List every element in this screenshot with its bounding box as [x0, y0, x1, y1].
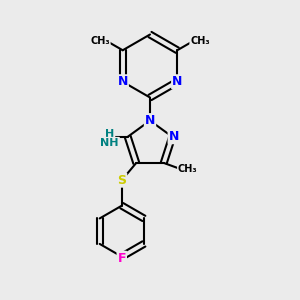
Text: N: N: [172, 75, 182, 88]
Text: S: S: [117, 174, 126, 187]
Text: N: N: [169, 130, 179, 143]
Text: F: F: [118, 252, 126, 265]
Text: NH: NH: [100, 138, 119, 148]
Text: N: N: [118, 75, 128, 88]
Text: N: N: [145, 114, 155, 127]
Text: CH₃: CH₃: [90, 35, 110, 46]
Text: CH₃: CH₃: [178, 164, 197, 174]
Text: CH₃: CH₃: [190, 35, 210, 46]
Text: H: H: [105, 129, 114, 139]
